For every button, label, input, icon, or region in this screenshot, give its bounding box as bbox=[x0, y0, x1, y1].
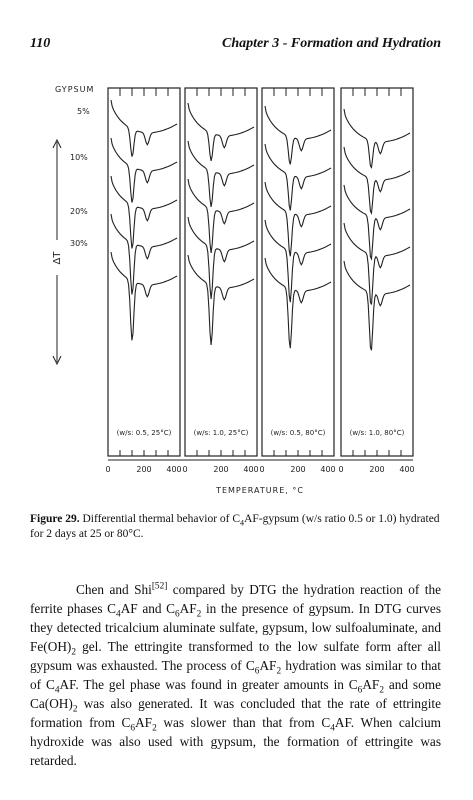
gypsum-level: 30% bbox=[70, 239, 88, 248]
text-run: 6 bbox=[357, 685, 363, 696]
text-run: AF bbox=[135, 715, 153, 730]
gypsum-level: 20% bbox=[70, 207, 88, 216]
text-run: [52] bbox=[151, 581, 168, 592]
text-run: AF bbox=[259, 658, 277, 673]
figure-caption: Figure 29. Differential thermal behavior… bbox=[30, 512, 441, 542]
panel-frame bbox=[261, 87, 335, 457]
text-run: 4 bbox=[240, 518, 245, 528]
text-run: 6 bbox=[175, 609, 180, 620]
dta-curve bbox=[110, 251, 178, 341]
panel-label: (w/s: 0.5, 80°C) bbox=[271, 429, 326, 437]
dta-curve bbox=[110, 137, 178, 203]
text-run: AF bbox=[362, 677, 380, 692]
running-title: Chapter 3 - Formation and Hydration bbox=[222, 36, 441, 51]
text-run: 2 bbox=[196, 609, 202, 620]
text-run: and some Ca(OH) bbox=[30, 677, 442, 711]
text-run: hydration was similar to that of C bbox=[30, 658, 441, 692]
text-run: 2 bbox=[72, 704, 78, 715]
arrow-head bbox=[52, 138, 62, 149]
text-run: 4 bbox=[116, 609, 121, 620]
x-tick-label: 0 bbox=[182, 465, 187, 474]
text-run: was slower than that from C bbox=[156, 715, 331, 730]
text-run: in the presence of gypsum. In DTG curves… bbox=[30, 601, 441, 654]
x-tick-label: 400 bbox=[399, 465, 414, 474]
text-run: 2 bbox=[379, 685, 384, 696]
x-tick-label: 200 bbox=[136, 465, 151, 474]
text-run: AF-gypsum (w/s ratio 0.5 or 1.0) hydrate… bbox=[30, 513, 440, 540]
gypsum-level: 10% bbox=[70, 153, 88, 162]
gypsum-label: GYPSUM bbox=[55, 85, 94, 94]
x-tick-label: 200 bbox=[369, 465, 384, 474]
dta-curve bbox=[187, 254, 255, 345]
dta-curve bbox=[264, 181, 332, 257]
arrow-head bbox=[52, 355, 62, 366]
dta-curve bbox=[264, 257, 332, 349]
panel-label: (w/s: 1.0, 80°C) bbox=[350, 429, 405, 437]
caption-label: Figure 29. bbox=[30, 513, 80, 525]
dta-curve bbox=[187, 216, 255, 299]
dta-curve bbox=[187, 102, 255, 162]
x-tick-label: 200 bbox=[213, 465, 228, 474]
body-paragraph: Chen and Shi[52] compared by DTG the hyd… bbox=[30, 580, 441, 770]
text-run: AF and C bbox=[120, 601, 176, 616]
dta-curve bbox=[343, 146, 411, 215]
dta-curve bbox=[187, 140, 255, 207]
text-run: 6 bbox=[130, 723, 136, 734]
text-run: 4 bbox=[54, 685, 60, 696]
dta-curve bbox=[264, 219, 332, 303]
dta-curve bbox=[264, 143, 332, 211]
x-tick-label: 400 bbox=[166, 465, 181, 474]
text-run: 4 bbox=[330, 723, 335, 734]
dta-curve bbox=[343, 108, 411, 169]
panel-label: (w/s: 0.5, 25°C) bbox=[117, 429, 172, 437]
text-run: AF. The gel phase was found in greater a… bbox=[59, 677, 358, 692]
text-run: Differential thermal behavior of C bbox=[79, 513, 241, 525]
text-run: 2 bbox=[152, 723, 157, 734]
x-tick-label: 200 bbox=[290, 465, 305, 474]
x-tick-label: 0 bbox=[105, 465, 110, 474]
dta-curve bbox=[343, 260, 411, 351]
panel-label: (w/s: 1.0, 25°C) bbox=[194, 429, 249, 437]
page-number: 110 bbox=[30, 36, 51, 51]
text-run: AF. When calcium hydroxide was also used… bbox=[30, 715, 441, 768]
dta-curve bbox=[110, 175, 178, 249]
text-run: 6 bbox=[254, 666, 260, 677]
caption-text: Differential thermal behavior of C4AF-gy… bbox=[30, 513, 440, 540]
gypsum-level: 5% bbox=[77, 107, 90, 116]
text-run: Chen and Shi bbox=[76, 582, 152, 597]
dta-curve bbox=[264, 105, 332, 165]
dta-curve bbox=[187, 178, 255, 253]
x-tick-label: 400 bbox=[243, 465, 258, 474]
x-tick-label: 0 bbox=[259, 465, 264, 474]
dta-curve bbox=[110, 99, 178, 157]
dta-curve bbox=[343, 222, 411, 305]
text-run: gel. The ettringite transformed to the l… bbox=[30, 639, 441, 673]
text-run: compared by DTG the hydration reaction o… bbox=[30, 582, 441, 616]
x-axis-label: TEMPERATURE, °C bbox=[215, 486, 304, 495]
panel-frame bbox=[107, 87, 181, 457]
y-axis-label: ΔT bbox=[52, 251, 63, 265]
text-run: was also generated. It was concluded tha… bbox=[30, 696, 441, 730]
dta-curve bbox=[110, 213, 178, 295]
text-run: 2 bbox=[276, 666, 282, 677]
x-tick-label: 0 bbox=[338, 465, 343, 474]
text-run: 2 bbox=[71, 647, 77, 658]
dta-curve bbox=[343, 184, 411, 261]
panel-frame bbox=[184, 87, 258, 457]
figure: GYPSUM 5% 10% 20% 30% ΔT TEMPERATURE, °C… bbox=[52, 85, 415, 495]
x-tick-label: 400 bbox=[320, 465, 335, 474]
text-run: AF bbox=[179, 601, 197, 616]
